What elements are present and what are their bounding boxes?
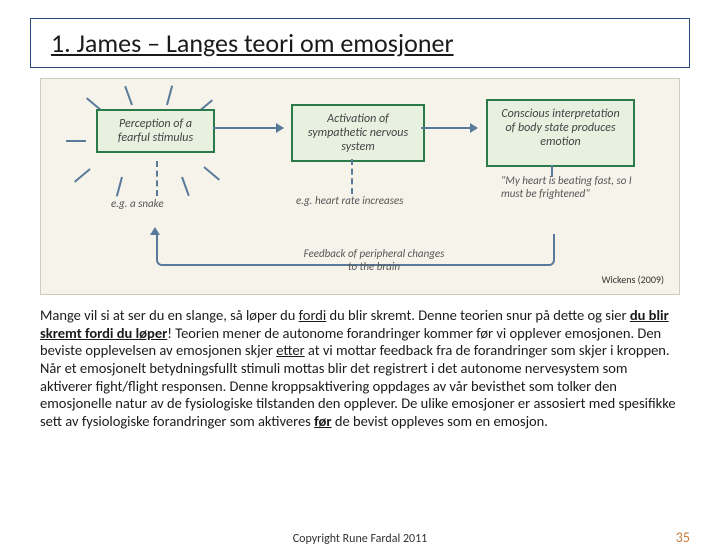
body-paragraph: Mange vil si at ser du en slange, så løp…	[40, 307, 680, 431]
body-seg: de bevist oppleves som en emosjon.	[332, 412, 548, 430]
box1-text: Perception of a fearful stimulus	[118, 117, 193, 145]
arrow-1	[213, 127, 283, 129]
feedback-label: Feedback of peripheral changes to the br…	[299, 247, 449, 273]
burst-line	[66, 140, 86, 142]
body-underline: fordi	[299, 306, 327, 324]
copyright-footer: Copyright Rune Fardal 2011	[0, 532, 720, 546]
dashed-line-2	[351, 159, 353, 194]
dashed-line-1	[156, 161, 158, 196]
example-3: "My heart is beating fast, so I must be …	[501, 174, 651, 200]
diagram-box-interpretation: Conscious interpretation of body state p…	[486, 99, 635, 167]
diagram-box-activation: Activation of sympathetic nervous system	[291, 104, 425, 162]
burst-line	[166, 85, 173, 105]
burst-line	[124, 86, 133, 105]
burst-line	[181, 177, 190, 196]
diagram-area: Perception of a fearful stimulus Activat…	[40, 78, 680, 295]
page-number: 35	[676, 529, 690, 546]
body-seg: Mange vil si at ser du en slange, så løp…	[40, 306, 299, 324]
body-underline: før	[314, 412, 331, 430]
box3-text: Conscious interpretation of body state p…	[501, 107, 619, 149]
body-seg: du blir skremt. Denne teorien snur på de…	[326, 306, 630, 324]
arrow-2	[421, 127, 477, 129]
slide-title: 1. James – Langes teori om emosjoner	[51, 27, 454, 59]
body-underline: etter	[276, 341, 304, 359]
box2-text: Activation of sympathetic nervous system	[308, 112, 408, 154]
example-2: e.g. heart rate increases	[296, 194, 406, 207]
burst-line	[116, 177, 123, 197]
diagram-box-perception: Perception of a fearful stimulus	[96, 109, 215, 153]
slide-title-box: 1. James – Langes teori om emosjoner	[30, 18, 690, 68]
feedback-arrow	[150, 227, 160, 235]
burst-line	[203, 166, 220, 180]
burst-line	[74, 168, 91, 182]
diagram-citation: Wickens (2009)	[602, 273, 664, 286]
example-1: e.g. a snake	[111, 197, 164, 210]
